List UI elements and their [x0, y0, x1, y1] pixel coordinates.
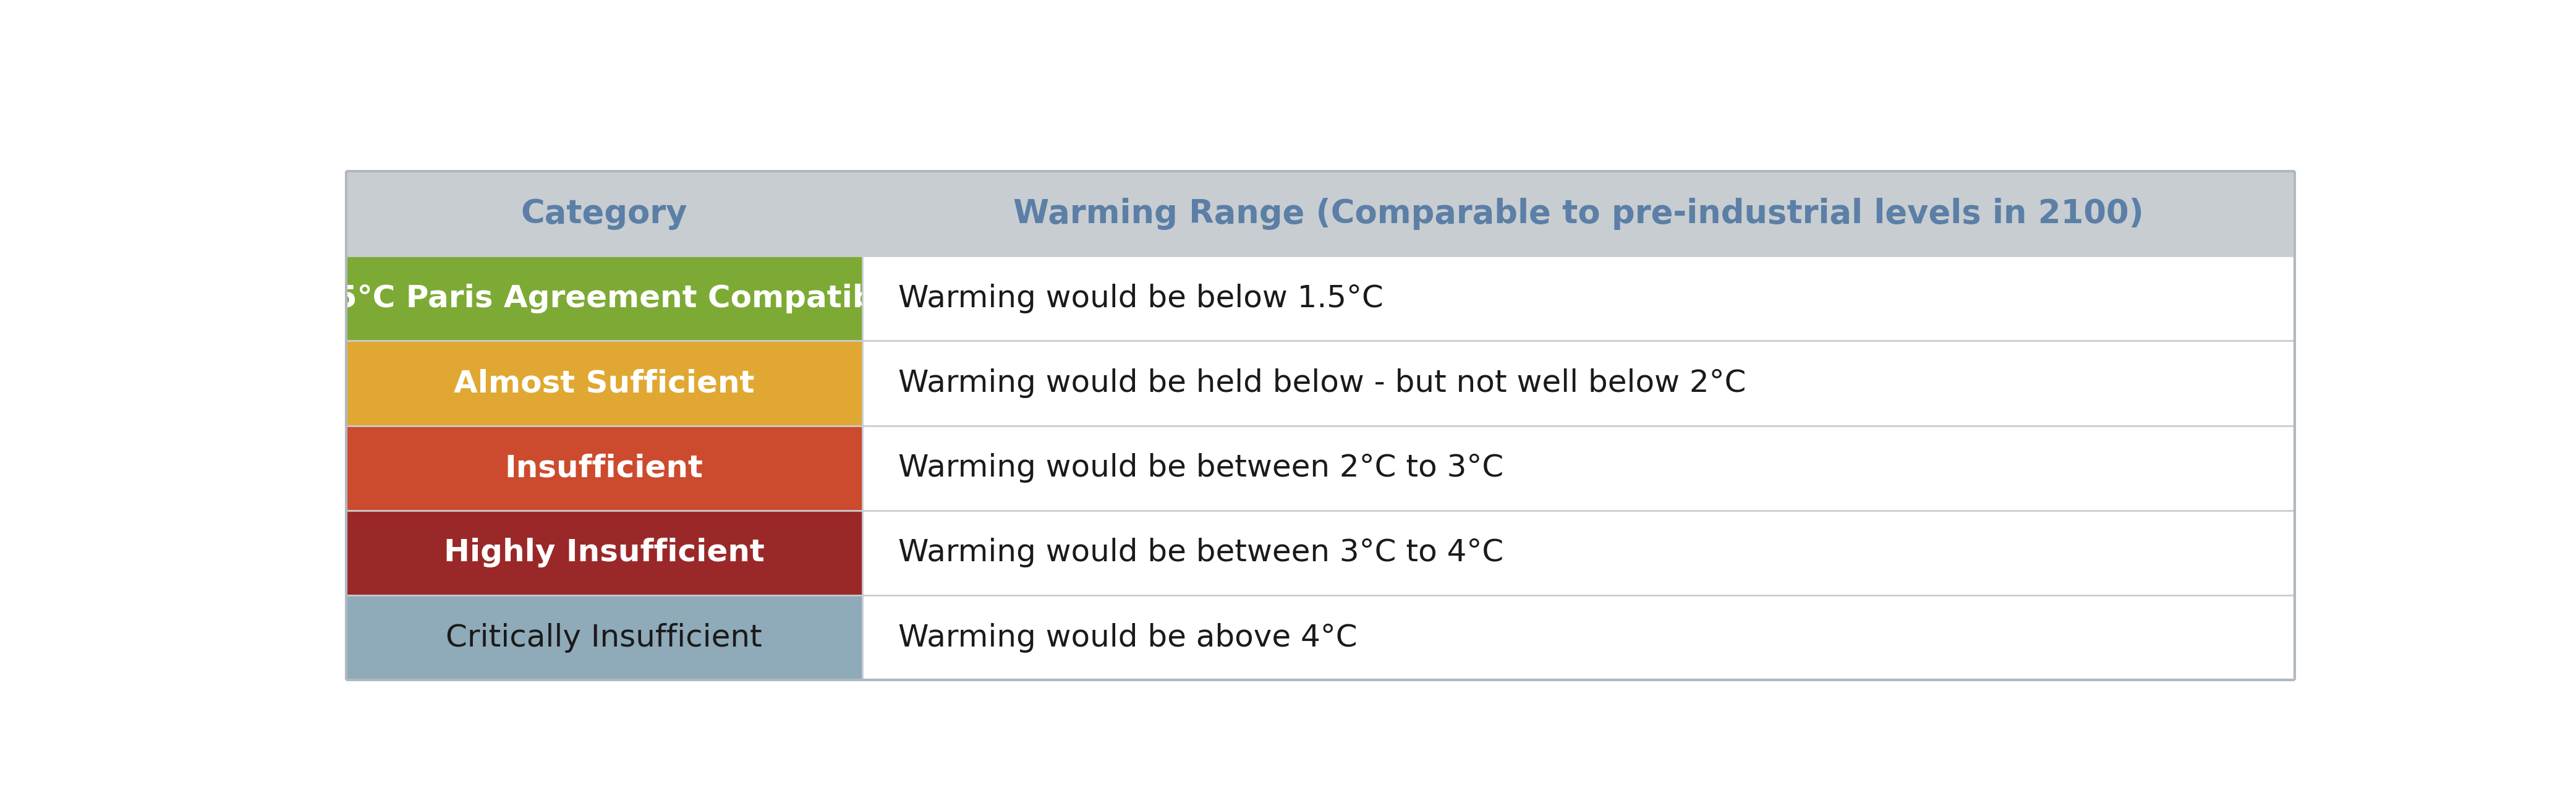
- Text: Warming Range (Comparable to pre-industrial levels in 2100): Warming Range (Comparable to pre-industr…: [1012, 197, 2143, 230]
- Bar: [863, 341, 2295, 426]
- Text: 1.5°C Paris Agreement Compatible: 1.5°C Paris Agreement Compatible: [301, 284, 907, 314]
- Bar: [863, 596, 2295, 680]
- Text: Warming would be above 4°C: Warming would be above 4°C: [899, 623, 1358, 653]
- Text: Warming would be held below - but not well below 2°C: Warming would be held below - but not we…: [899, 368, 1747, 398]
- Text: Category: Category: [520, 197, 688, 230]
- Text: Warming would be below 1.5°C: Warming would be below 1.5°C: [899, 284, 1383, 314]
- Bar: [863, 510, 2295, 596]
- Bar: [345, 426, 863, 510]
- Text: Almost Sufficient: Almost Sufficient: [453, 368, 755, 398]
- Text: Critically Insufficient: Critically Insufficient: [446, 623, 762, 653]
- Text: Highly Insufficient: Highly Insufficient: [443, 538, 765, 567]
- Text: Insufficient: Insufficient: [505, 453, 703, 483]
- Bar: [345, 171, 2295, 256]
- Bar: [863, 256, 2295, 341]
- Bar: [345, 596, 863, 680]
- Bar: [345, 341, 863, 426]
- Text: Warming would be between 3°C to 4°C: Warming would be between 3°C to 4°C: [899, 538, 1504, 567]
- Bar: [345, 510, 863, 596]
- Bar: [863, 426, 2295, 510]
- Text: Warming would be between 2°C to 3°C: Warming would be between 2°C to 3°C: [899, 453, 1504, 483]
- Bar: [345, 256, 863, 341]
